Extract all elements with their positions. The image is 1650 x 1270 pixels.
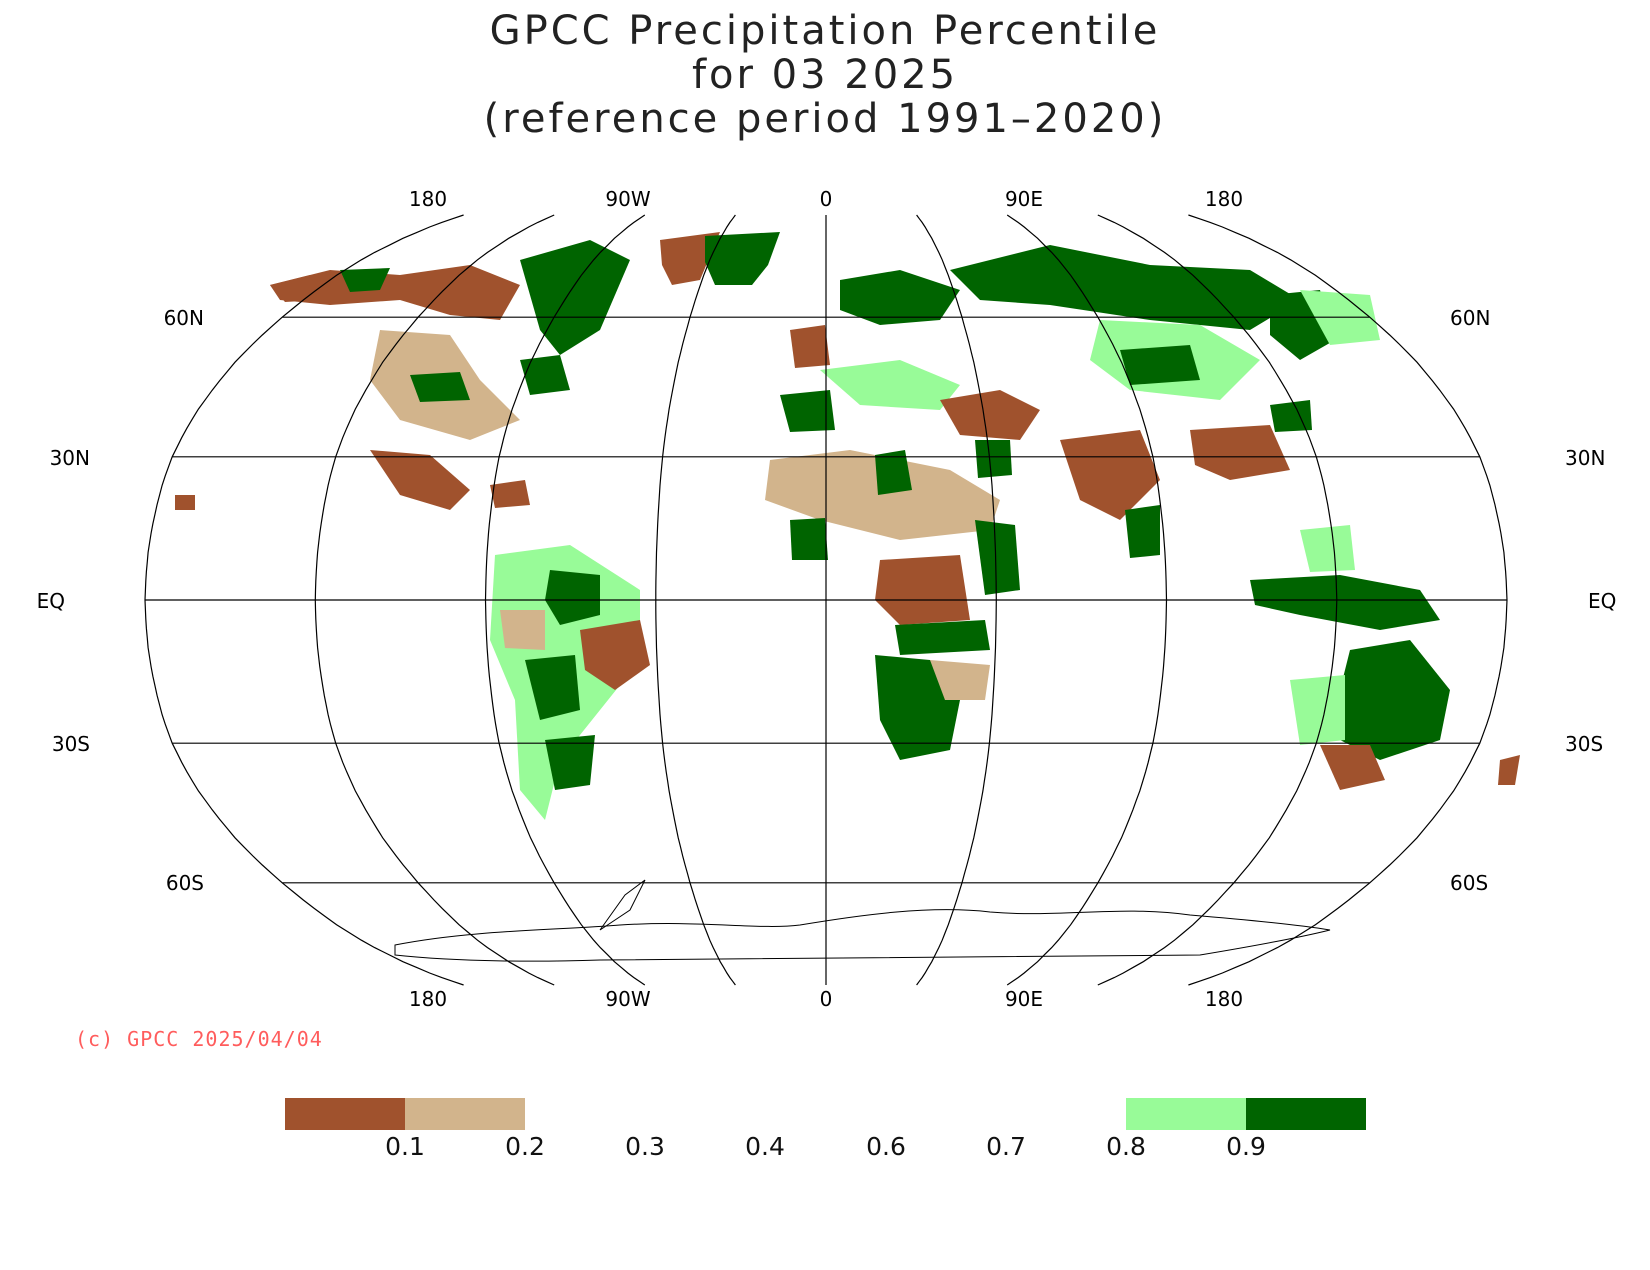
lon-label-top-90e: 90E <box>1005 187 1043 211</box>
legend-tick: 0.1 <box>385 1132 425 1161</box>
region-north-africa-mixed <box>765 450 1000 540</box>
lat-label-right-60s: 60S <box>1450 871 1488 895</box>
region-india-dry <box>1060 430 1160 520</box>
lon-label-top-180w: 180 <box>409 187 447 211</box>
region-southern-africa-dry <box>930 660 990 700</box>
region-uk-dry <box>790 325 830 368</box>
region-arabia-wet <box>975 440 1012 478</box>
region-iberia-wet <box>780 390 835 432</box>
lat-label-left-60s: 60S <box>166 871 204 895</box>
map-subtitle-period: for 03 2025 <box>691 52 959 98</box>
region-usa-wet <box>410 372 470 402</box>
axis-labels: 180 90W 0 90E 180 180 90W 0 90E 180 60N … <box>37 187 1617 1011</box>
coast-antarctica <box>394 909 1331 962</box>
lat-label-left-30s: 30S <box>52 732 90 756</box>
lon-label-bottom-90e: 90E <box>1005 987 1043 1011</box>
region-amazon-wet <box>545 570 600 625</box>
lat-label-right-30s: 30S <box>1565 732 1603 756</box>
region-australia-wet <box>1340 640 1450 760</box>
lon-label-bottom-180e: 180 <box>1205 987 1243 1011</box>
region-sahel-wet <box>875 450 912 495</box>
legend-tick: 0.7 <box>986 1132 1026 1161</box>
lat-label-left-60n: 60N <box>164 306 204 330</box>
region-mexico-dry <box>370 450 470 510</box>
region-peru-dry <box>500 610 545 650</box>
legend-swatch-0-8-to-0-9 <box>1126 1098 1246 1130</box>
region-central-africa-dry <box>875 555 970 625</box>
legend-tick: 0.2 <box>505 1132 545 1161</box>
lat-label-right-eq: EQ <box>1588 589 1616 613</box>
lat-label-left-30n: 30N <box>50 446 90 470</box>
lon-label-top-0: 0 <box>820 187 833 211</box>
legend-tick: 0.3 <box>625 1132 665 1161</box>
region-china-wet <box>1270 400 1312 432</box>
region-argentina-wet <box>545 735 595 790</box>
region-indonesia-mixed <box>1300 525 1355 572</box>
region-west-africa-wet <box>790 518 828 560</box>
legend-tick: 0.4 <box>745 1132 785 1161</box>
world-map: 180 90W 0 90E 180 180 90W 0 90E 180 60N … <box>37 187 1617 1011</box>
lat-label-left-eq: EQ <box>37 589 65 613</box>
lon-label-bottom-180w: 180 <box>409 987 447 1011</box>
region-hawaii-dry <box>175 495 195 510</box>
legend-tick: 0.6 <box>866 1132 906 1161</box>
percentile-field <box>175 232 1520 820</box>
lon-label-bottom-90w: 90W <box>605 987 650 1011</box>
legend-swatch-above-0-9 <box>1246 1098 1366 1130</box>
region-caribbean-dry <box>490 480 530 508</box>
region-europe-mixed <box>820 360 960 410</box>
region-siberia-wet <box>950 245 1300 330</box>
region-central-africa-wet <box>895 620 990 655</box>
region-australia-south-dry <box>1320 745 1385 790</box>
lat-label-right-60n: 60N <box>1450 306 1490 330</box>
region-bolivia-wet <box>525 655 580 720</box>
region-new-zealand-dry <box>1498 755 1520 785</box>
region-europe-wet <box>840 270 960 325</box>
lon-label-top-90w: 90W <box>605 187 650 211</box>
lat-label-right-30n: 30N <box>1565 446 1605 470</box>
lon-label-top-180e: 180 <box>1205 187 1243 211</box>
region-middle-east-dry <box>940 390 1040 440</box>
legend-tick: 0.9 <box>1226 1132 1266 1161</box>
map-title: GPCC Precipitation Percentile <box>489 8 1161 54</box>
region-indonesia-wet <box>1250 575 1440 630</box>
region-china-dry <box>1190 425 1290 480</box>
coastlines <box>394 879 1331 962</box>
region-central-asia-wet <box>1120 345 1200 385</box>
map-subtitle-reference: (reference period 1991–2020) <box>483 96 1167 142</box>
region-australia-west-mixed <box>1290 675 1345 745</box>
region-canada-wet <box>340 268 390 292</box>
region-north-america-wet <box>520 240 630 355</box>
copyright-credit: (c) GPCC 2025/04/04 <box>75 1027 323 1051</box>
region-east-africa-wet <box>975 520 1020 595</box>
coast-antarctic-peninsula <box>599 879 646 931</box>
region-brazil-dry <box>580 620 650 690</box>
legend-swatch-0-1-to-0-2 <box>405 1098 525 1130</box>
region-alaska-dry <box>270 275 320 302</box>
legend-tick: 0.8 <box>1106 1132 1146 1161</box>
graticule <box>144 214 1508 986</box>
lon-label-bottom-0: 0 <box>820 987 833 1011</box>
region-greenland-wet <box>705 232 780 285</box>
region-usa-east-wet <box>520 355 570 395</box>
legend-swatch-below-0-1 <box>285 1098 405 1130</box>
region-india-wet <box>1125 505 1160 558</box>
